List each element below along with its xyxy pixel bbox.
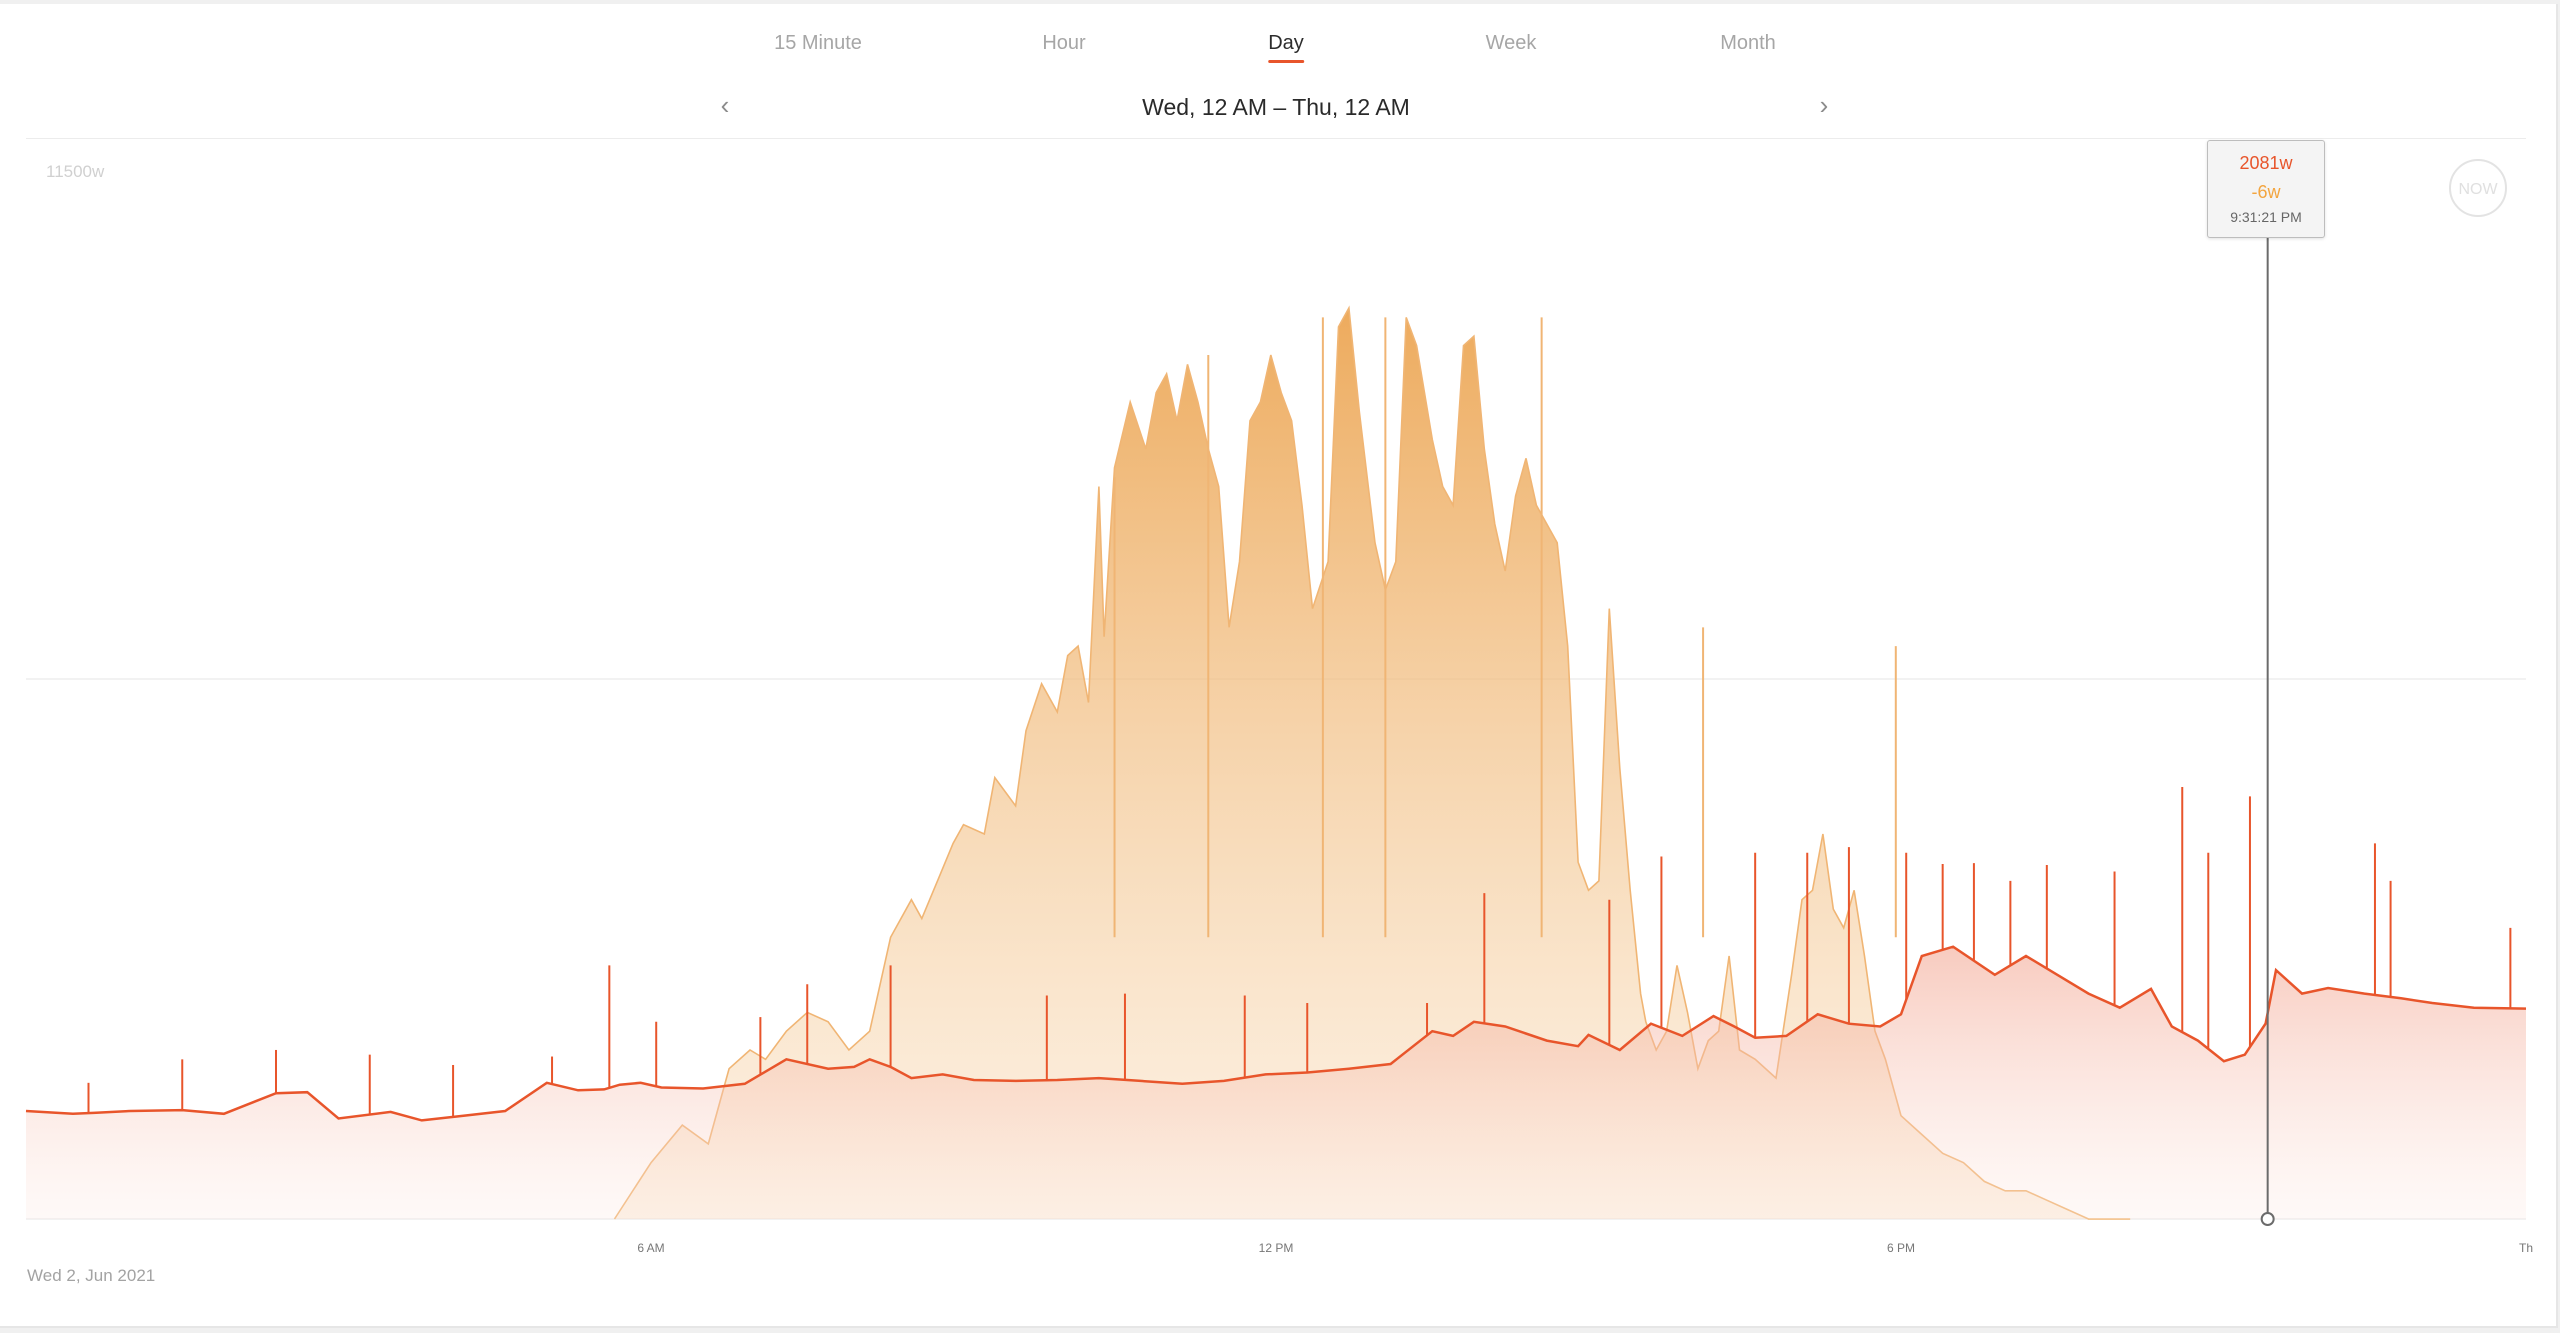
chart-date-label: Wed 2, Jun 2021 — [27, 1266, 156, 1285]
x-tick-label: 6 AM — [637, 1241, 665, 1255]
tab-week[interactable]: Week — [1485, 32, 1537, 54]
hover-tooltip: 2081w -6w 9:31:21 PM — [2207, 140, 2325, 238]
chevron-left-icon: ‹ — [720, 90, 730, 120]
solar-line — [613, 305, 2131, 1220]
now-button[interactable]: NOW — [2449, 159, 2507, 217]
tab-month[interactable]: Month — [1720, 32, 1776, 54]
x-tick-label: 6 PM — [1886, 1241, 1916, 1255]
date-range-label: Wed, 12 AM – Thu, 12 AM — [1142, 94, 1410, 120]
solar-area — [614, 308, 2131, 1219]
prev-period-button[interactable]: ‹ — [710, 90, 740, 120]
tooltip-consumption-value: 2081w — [2239, 153, 2293, 173]
chart-panel: 15 Minute Hour Day Week Month ‹ Wed, 12 … — [0, 4, 2558, 1328]
chevron-right-icon: › — [1819, 90, 1829, 120]
period-tabs: 15 Minute Hour Day Week Month — [0, 4, 2556, 74]
next-period-button[interactable]: › — [1809, 90, 1839, 120]
hover-cursor-dot — [2260, 1212, 2275, 1226]
tab-15-minute[interactable]: 15 Minute — [774, 32, 862, 54]
power-chart[interactable] — [0, 4, 2556, 1326]
tooltip-solar-value: -6w — [2251, 182, 2281, 202]
chart-top-divider — [26, 138, 2526, 139]
tooltip-time: 9:31:21 PM — [2230, 209, 2302, 225]
consumption-line — [25, 945, 2527, 1122]
tab-day[interactable]: Day — [1268, 32, 1304, 63]
x-tick-label: 12 PM — [1258, 1241, 1294, 1255]
x-tick-label: Th — [2518, 1241, 2534, 1255]
tab-hour[interactable]: Hour — [1042, 32, 1086, 54]
y-axis-max-label: 11500w — [46, 162, 105, 181]
